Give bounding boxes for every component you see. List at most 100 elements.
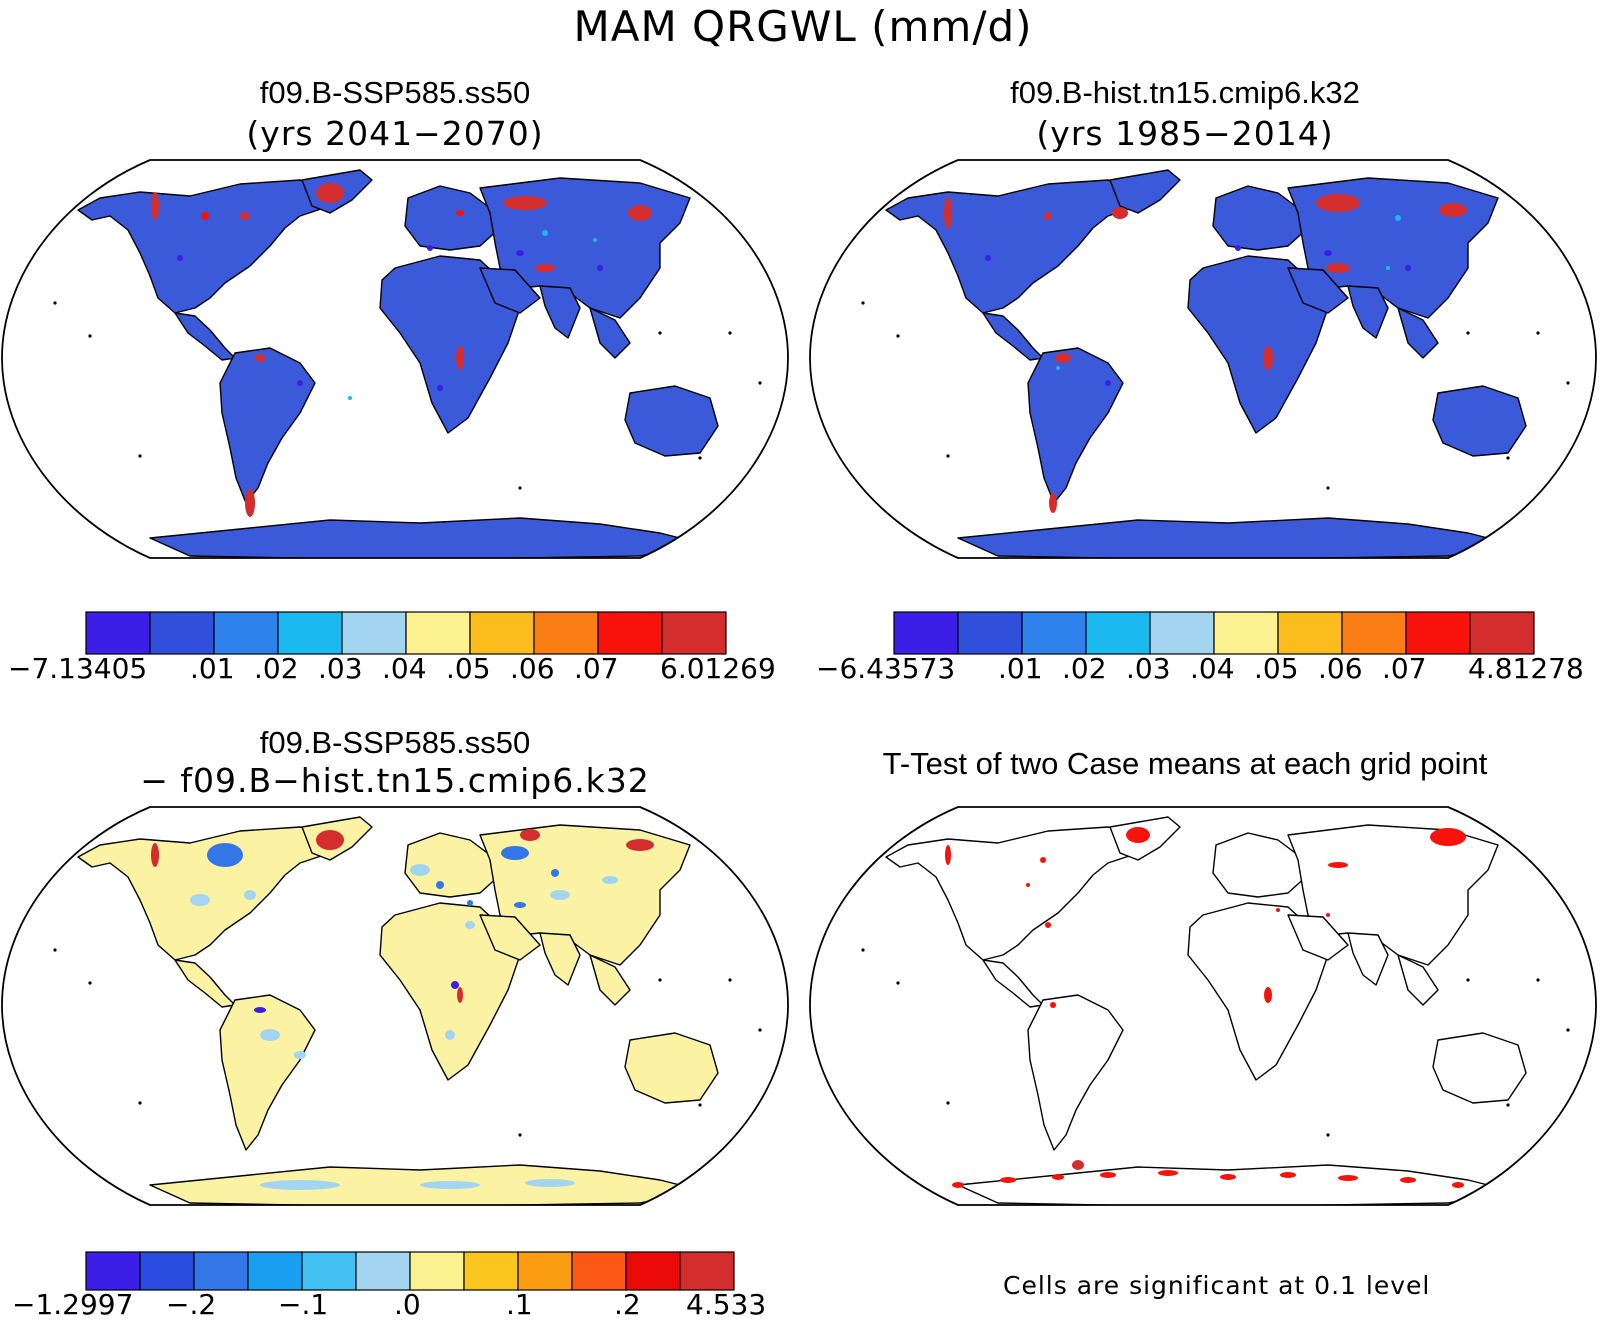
panel-title-top-right: f09.B-hist.tn15.cmip6.k32 bbox=[1010, 75, 1360, 110]
data-cell bbox=[503, 196, 547, 210]
data-cell bbox=[944, 197, 952, 229]
data-cell bbox=[451, 981, 459, 989]
island bbox=[88, 981, 92, 985]
colorbar-bottom-left-label: −.1 bbox=[278, 1288, 329, 1321]
land-india bbox=[539, 285, 581, 339]
land-australia bbox=[1432, 385, 1527, 457]
colorbar-top-left-label: 6.01269 bbox=[660, 652, 776, 685]
colorbar-swatch bbox=[679, 1251, 735, 1291]
panel-subtitle-top-right: (yrs 1985−2014) bbox=[1036, 114, 1334, 153]
data-cell bbox=[244, 890, 256, 900]
land-arabia bbox=[479, 267, 541, 314]
data-cell bbox=[201, 212, 209, 220]
land-india bbox=[539, 932, 581, 986]
colorbar-top-right bbox=[893, 611, 1535, 655]
island bbox=[1506, 1103, 1510, 1107]
colorbar-top-right-label: .06 bbox=[1318, 652, 1363, 685]
colorbar-top-right-label: −6.43573 bbox=[816, 652, 956, 685]
island bbox=[698, 1103, 702, 1107]
colorbar-swatch bbox=[341, 611, 407, 655]
land-antarctica bbox=[149, 517, 701, 558]
colorbar-swatch bbox=[463, 1251, 519, 1291]
data-cell bbox=[952, 1182, 964, 1188]
land-asia bbox=[479, 824, 691, 966]
island bbox=[138, 454, 142, 458]
colorbar-bottom-left-label: 4.533 bbox=[686, 1288, 767, 1321]
island bbox=[1536, 978, 1540, 982]
panel-title-top-left: f09.B-SSP585.ss50 bbox=[259, 75, 531, 110]
data-cell bbox=[348, 396, 352, 400]
data-cell bbox=[1158, 1170, 1178, 1176]
data-cell bbox=[1316, 194, 1360, 212]
colorbar-top-left-label: .02 bbox=[254, 652, 299, 685]
colorbar-bottom-left-label: .0 bbox=[394, 1288, 421, 1321]
data-cell bbox=[1395, 215, 1401, 221]
colorbar-bottom-left bbox=[85, 1251, 735, 1291]
colorbar-swatch bbox=[355, 1251, 411, 1291]
colorbar-top-left-label: .06 bbox=[510, 652, 555, 685]
colorbar-bottom-left-label: .2 bbox=[614, 1288, 641, 1321]
data-cell bbox=[254, 1007, 266, 1013]
colorbar-top-left-label: .07 bbox=[574, 652, 619, 685]
land-australia bbox=[624, 385, 719, 457]
island bbox=[728, 331, 732, 335]
data-cell bbox=[1452, 1182, 1464, 1188]
data-cell bbox=[1386, 266, 1390, 270]
data-cell bbox=[177, 255, 183, 261]
land-southeast-asia bbox=[1397, 307, 1439, 359]
island bbox=[946, 1101, 950, 1105]
data-cell bbox=[445, 1030, 455, 1040]
colorbar-swatch bbox=[957, 611, 1023, 655]
data-cell bbox=[457, 987, 463, 1003]
data-cell bbox=[240, 212, 250, 220]
data-cell bbox=[602, 876, 618, 884]
data-cell bbox=[427, 245, 433, 251]
colorbar-swatch bbox=[85, 611, 151, 655]
data-cell bbox=[516, 250, 524, 256]
island bbox=[861, 301, 865, 305]
data-cell bbox=[437, 385, 443, 391]
island bbox=[896, 981, 900, 985]
data-cell bbox=[260, 1029, 280, 1041]
land-india bbox=[1347, 932, 1389, 986]
data-cell bbox=[1100, 1172, 1116, 1178]
land-europe bbox=[404, 185, 501, 251]
data-cell bbox=[551, 869, 559, 877]
data-cell bbox=[1276, 908, 1280, 912]
land-africa bbox=[1187, 255, 1329, 434]
colorbar-top-right-label: 4.81278 bbox=[1468, 652, 1584, 685]
data-cell bbox=[1072, 1160, 1084, 1170]
data-cell bbox=[1326, 913, 1330, 917]
land-arabia bbox=[479, 914, 541, 961]
colorbar-top-left-label: −7.13405 bbox=[8, 652, 148, 685]
data-cell bbox=[260, 1180, 340, 1190]
island bbox=[896, 334, 900, 338]
island bbox=[518, 1133, 522, 1137]
colorbar-top-right-label: .07 bbox=[1382, 652, 1427, 685]
island bbox=[698, 456, 702, 460]
colorbar-top-left-label: .04 bbox=[382, 652, 427, 685]
island bbox=[1326, 1133, 1330, 1137]
island bbox=[861, 948, 865, 952]
data-cell bbox=[597, 265, 603, 271]
map-frame bbox=[809, 159, 1597, 559]
colorbar-top-right-label: .04 bbox=[1190, 652, 1235, 685]
land-australia bbox=[1432, 1032, 1527, 1104]
data-cell bbox=[410, 864, 430, 876]
land-asia bbox=[1287, 824, 1499, 966]
colorbar-swatch bbox=[1213, 611, 1279, 655]
data-cell bbox=[245, 489, 255, 517]
colorbar-swatch bbox=[1085, 611, 1151, 655]
data-cell bbox=[985, 255, 991, 261]
colorbar-swatch bbox=[405, 611, 471, 655]
data-cell bbox=[1105, 380, 1111, 386]
colorbar-swatch bbox=[247, 1251, 303, 1291]
land-india bbox=[1347, 285, 1389, 339]
data-cell bbox=[297, 380, 303, 386]
data-cell bbox=[456, 346, 464, 370]
data-cell bbox=[467, 900, 473, 906]
data-cell bbox=[1049, 493, 1057, 513]
data-cell bbox=[1430, 828, 1466, 846]
data-cell bbox=[316, 830, 344, 850]
colorbar-swatch bbox=[277, 611, 343, 655]
